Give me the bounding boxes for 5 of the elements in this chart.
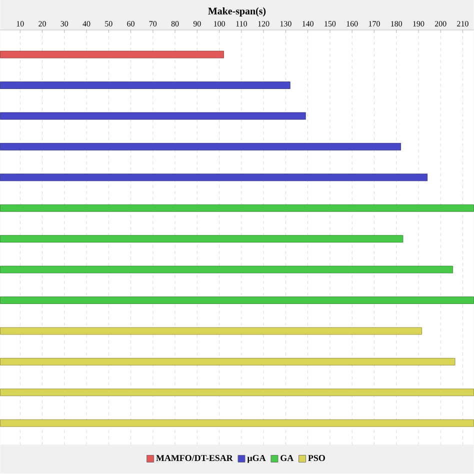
legend-label: GA (280, 455, 294, 462)
legend-label: PSO (308, 455, 325, 462)
x-axis-title: Make-span(s) (208, 8, 266, 17)
legend-label: µGA (247, 455, 266, 464)
legend-label: MAMFO/DT-ESAR (156, 455, 233, 462)
